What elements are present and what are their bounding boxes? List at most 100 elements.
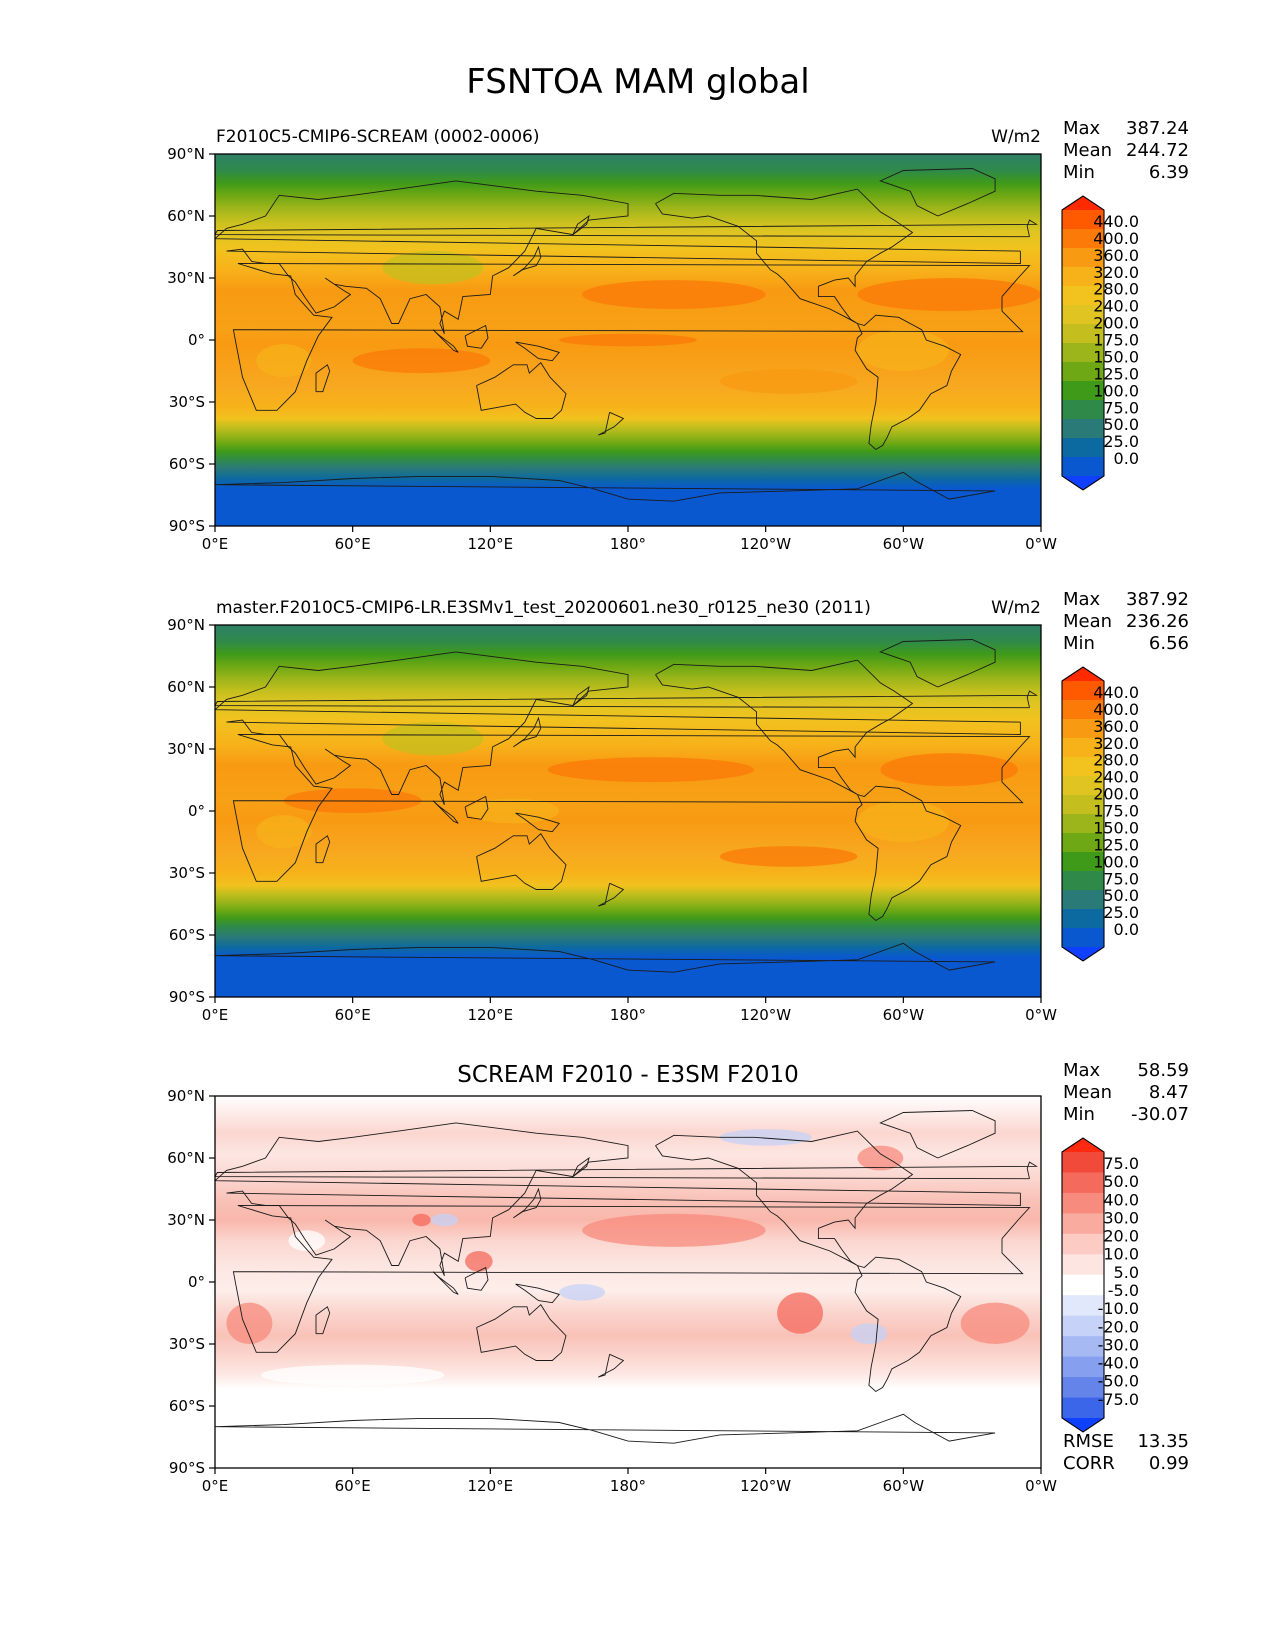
lon-tick-label: 60°E (335, 1477, 371, 1495)
field-anomaly (226, 1302, 273, 1345)
colorbar-tick-label: 150.0 (1093, 818, 1139, 837)
lat-tick-label: 0° (188, 802, 205, 820)
colorbar-tick-label: 150.0 (1093, 347, 1139, 366)
field-anomaly (857, 329, 950, 372)
lat-tick-label: 90°S (169, 517, 205, 535)
stat-value: 244.72 (1126, 140, 1189, 161)
lat-tick-label: 30°S (169, 1335, 205, 1353)
stat-label: Min (1063, 162, 1095, 183)
colorbar-swatch (1062, 719, 1104, 739)
panel-units: W/m2 (991, 598, 1041, 618)
coastline (215, 471, 996, 502)
coastline (464, 1266, 489, 1291)
lon-tick-label: 120°E (468, 1006, 514, 1024)
stat-label: Mean (1063, 140, 1112, 161)
field-anomaly (960, 1302, 1030, 1345)
coastline (854, 1256, 962, 1393)
stat-value: -30.07 (1131, 1104, 1189, 1125)
coastline (572, 1156, 590, 1177)
coastline (315, 835, 331, 864)
stat-label: Max (1063, 1060, 1101, 1081)
colorbar-swatch (1062, 229, 1104, 249)
stat-value: 387.92 (1126, 589, 1189, 610)
field-anomaly (880, 753, 1019, 787)
colorbar-tick-label: -20.0 (1098, 1317, 1139, 1336)
coastline (232, 734, 1031, 882)
colorbar-swatch (1062, 814, 1104, 834)
lon-tick-label: 0°E (202, 1006, 229, 1024)
colorbar-swatch (1062, 248, 1104, 268)
coastline (432, 1271, 459, 1295)
field-anomaly (430, 1213, 459, 1227)
lat-tick-label: 60°N (167, 207, 205, 225)
colorbar-tick-label: 280.0 (1093, 751, 1139, 770)
colorbar-tick-label: 440.0 (1093, 683, 1139, 702)
panel-units: W/m2 (991, 127, 1041, 147)
stat-value: 58.59 (1137, 1060, 1189, 1081)
field-anomaly (582, 1213, 766, 1247)
colorbar-tick-label: -75.0 (1098, 1390, 1139, 1409)
field-anomaly (582, 280, 766, 309)
coastline (854, 785, 962, 922)
coastline (879, 1110, 996, 1159)
footer-stat-label: RMSE (1063, 1431, 1114, 1452)
coastline (215, 942, 996, 973)
colorbar-tick-label: 240.0 (1093, 768, 1139, 787)
coastline (432, 800, 459, 824)
colorbar-swatch (1062, 362, 1104, 382)
colorbar-tick-label: 320.0 (1093, 734, 1139, 753)
coastline (476, 833, 567, 890)
colorbar-tick-label: 360.0 (1093, 717, 1139, 736)
lon-tick-label: 0°E (202, 1477, 229, 1495)
coastline (655, 659, 914, 795)
colorbar-swatch (1062, 776, 1104, 796)
colorbar-tick-label: 30.0 (1103, 1208, 1139, 1227)
coastline (476, 362, 567, 419)
colorbar: 75.050.040.030.020.010.05.0-5.0-10.0-20.… (1061, 1137, 1139, 1433)
lat-tick-label: 90°N (167, 145, 205, 163)
axis-ticks: 90°N 60°N 30°N 0° 30°S 60°S 90°S0°E 60°E 120°E 18… (167, 145, 1057, 553)
lon-tick-label: 120°E (468, 1477, 514, 1495)
lat-tick-label: 30°N (167, 269, 205, 287)
coastline (597, 882, 625, 907)
lon-tick-label: 180° (610, 535, 646, 553)
colorbar-tick-label: 240.0 (1093, 297, 1139, 316)
colorbar-swatch (1062, 757, 1104, 777)
stat-value: 236.26 (1126, 611, 1189, 632)
colorbar-swatch (1062, 909, 1104, 929)
colorbar-swatch (1062, 305, 1104, 325)
stat-label: Mean (1063, 611, 1112, 632)
colorbar-tick-label: 50.0 (1103, 886, 1139, 905)
field-anomaly (547, 757, 755, 783)
field-anomaly (719, 368, 858, 394)
colorbar-tick-label: 0.0 (1114, 920, 1139, 939)
panel-title-center: SCREAM F2010 - E3SM F2010 (457, 1062, 798, 1088)
coastline (515, 1283, 560, 1304)
colorbar-tick-label: 175.0 (1093, 802, 1139, 821)
coastline (515, 341, 560, 362)
lon-tick-label: 60°E (335, 1006, 371, 1024)
map-features (215, 168, 1041, 502)
field-anomaly (777, 1292, 824, 1334)
colorbar-tick-label: 125.0 (1093, 364, 1139, 383)
stat-label: Mean (1063, 1082, 1112, 1103)
field-anomaly (256, 344, 312, 378)
field-anomaly (857, 278, 1041, 312)
lon-tick-label: 120°W (740, 1006, 791, 1024)
colorbar-tick-label: 440.0 (1093, 212, 1139, 231)
colorbar-swatch (1062, 700, 1104, 720)
field-anomaly (719, 1129, 812, 1146)
lon-tick-label: 180° (610, 1477, 646, 1495)
panel-title-left: F2010C5-CMIP6-SCREAM (0002-0006) (216, 127, 539, 147)
axis-ticks: 90°N 60°N 30°N 0° 30°S 60°S 90°S0°E 60°E 120°E 18… (167, 1087, 1057, 1495)
lat-tick-label: 0° (188, 1273, 205, 1291)
colorbar-swatch (1062, 795, 1104, 815)
lat-tick-label: 30°N (167, 1211, 205, 1229)
panel-title-left: master.F2010C5-CMIP6-LR.E3SMv1_test_2020… (216, 598, 871, 618)
stat-label: Max (1063, 589, 1101, 610)
colorbar-swatch (1062, 1213, 1104, 1235)
coastline (232, 1205, 1031, 1353)
footer-stat-value: 13.35 (1137, 1431, 1189, 1452)
panel-difference: 90°N 60°N 30°N 0° 30°S 60°S 90°S0°E 60°E 120°E 18… (167, 1060, 1189, 1495)
coastline (655, 188, 914, 324)
